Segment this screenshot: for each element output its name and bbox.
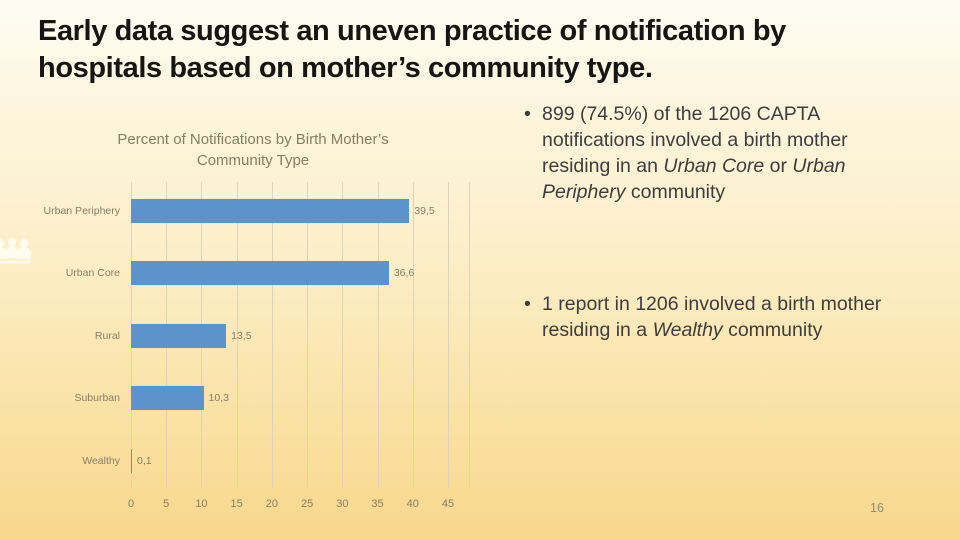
bullet-line: residing in a Wealthy community (524, 317, 936, 343)
bar (131, 323, 227, 348)
bullet-item: • 899 (74.5%) of the 1206 CAPTA notificati… (524, 101, 936, 205)
value-label: 10,3 (208, 392, 229, 405)
bullet-text-segment: Urban Core (663, 155, 765, 177)
x-axis-tick-label: 35 (371, 498, 384, 510)
category-label: Urban Core (65, 267, 120, 280)
bullet-dot: • (524, 293, 531, 315)
page-number: 16 (870, 501, 884, 515)
bullet-text-segment: residing in a (542, 319, 653, 341)
plot-right-edge-gridline (469, 182, 470, 488)
bullet-list: • 899 (74.5%) of the 1206 CAPTA notificati… (524, 101, 936, 343)
bullet-text-segment: Wealthy (652, 319, 723, 341)
people-group-icon (0, 237, 31, 264)
bullet-line: residing in an Urban Core or Urban (524, 153, 936, 179)
gridline (377, 182, 379, 488)
category-label: Urban Periphery (43, 205, 120, 217)
gridline (271, 182, 273, 488)
bullet-text-segment: residing in an (542, 155, 664, 177)
bullet-text-segment: Urban (792, 155, 846, 177)
category-label: Suburban (74, 392, 120, 405)
gridline (412, 182, 414, 488)
bullet-text-segment: Periphery (542, 181, 626, 203)
bullet-text-segment: notifications involved a birth mother (542, 129, 848, 151)
value-label: 36,6 (393, 267, 415, 280)
bullet-line: Periphery community (524, 179, 936, 205)
x-axis-tick-label: 45 (441, 498, 455, 510)
chart-title: Percent of Notifications by Birth Mother… (117, 131, 389, 169)
x-axis-tick-label: 30 (336, 498, 349, 510)
category-label: Rural (94, 329, 120, 342)
bullet-dot: • (524, 103, 531, 125)
category-label: Wealthy (82, 454, 120, 467)
bar (131, 261, 389, 286)
x-axis-tick-label: 20 (265, 498, 278, 510)
gridline (307, 182, 309, 488)
bullet-text-segment: or (764, 155, 793, 177)
bullet-text-segment: community (625, 181, 726, 203)
x-axis-tick-label: 5 (163, 498, 170, 510)
x-axis-tick-label: 0 (127, 498, 135, 510)
value-label: 13,5 (231, 329, 252, 342)
bullet-item: • 1 report in 1206 involved a birth mothe… (524, 291, 936, 343)
bullet-line: notifications involved a birth mother (524, 127, 936, 153)
bullet-line: • 1 report in 1206 involved a birth mothe… (524, 291, 936, 317)
bullet-text-segment: 1 report in 1206 involved a birth mother (542, 293, 882, 315)
gridline (448, 182, 449, 488)
value-label: 0,1 (137, 454, 152, 467)
x-axis-tick-label: 25 (300, 498, 314, 510)
bullet-text-segment: 899 (74.5%) of the 1206 CAPTA (542, 103, 821, 125)
gridline (342, 182, 344, 488)
bar (131, 386, 204, 411)
slide-title: Early data suggest an uneven practice of… (38, 15, 786, 84)
x-axis-tick-label: 15 (230, 498, 243, 510)
bar (131, 199, 410, 223)
x-axis-tick-label: 40 (406, 498, 419, 510)
bullet-text-segment: community (722, 319, 823, 341)
plot-area: 0 5 10 15 20 25 30 35 40 45 Urban Periphery 39,5 Urb… (44, 180, 470, 510)
bullet-line: • 899 (74.5%) of the 1206 CAPTA (524, 101, 936, 127)
bar (131, 448, 132, 473)
gridline (236, 182, 238, 488)
value-label: 39,5 (414, 205, 435, 217)
x-axis-tick-label: 10 (195, 498, 208, 510)
